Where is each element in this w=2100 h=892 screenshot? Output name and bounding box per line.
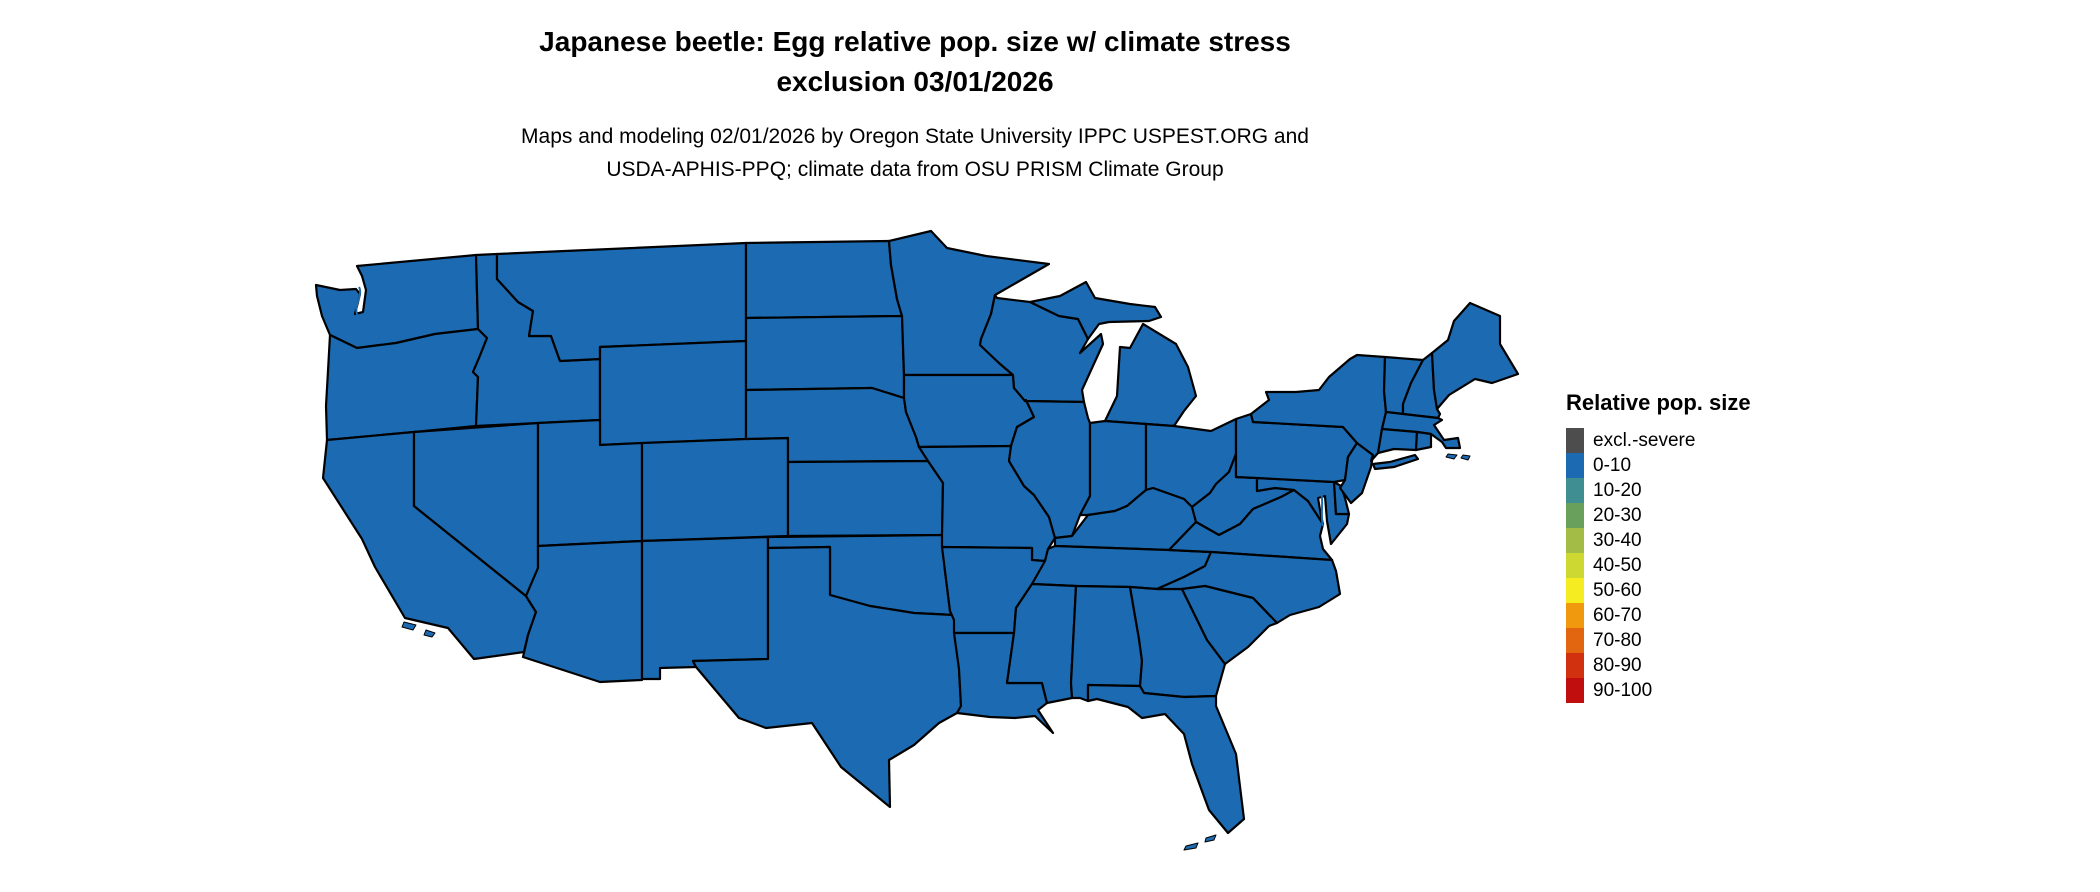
us-choropleth-map (300, 226, 1522, 888)
legend-item: 70-80 (1566, 628, 1826, 653)
state-shape-ME (1430, 301, 1520, 411)
legend-item-label: 50-60 (1593, 579, 1642, 601)
island-shape-CA-channel-island-2 (423, 629, 436, 638)
state-shape-FL (1086, 683, 1246, 835)
state-shape-ND (744, 239, 904, 320)
legend-item: 20-30 (1566, 503, 1826, 528)
legend-color-swatch (1566, 628, 1584, 653)
state-shape-RI (1414, 430, 1433, 452)
state-shape-IL (1007, 398, 1092, 540)
legend-color-swatch (1566, 478, 1584, 503)
state-shape-DE (1332, 480, 1351, 516)
state-shape-NY-LI (1371, 453, 1420, 471)
legend-item-label: 70-80 (1593, 629, 1642, 651)
legend-color-swatch (1566, 603, 1584, 628)
legend-item-label: 40-50 (1593, 554, 1642, 576)
legend-item: excl.-severe (1566, 428, 1826, 453)
legend-color-swatch (1566, 503, 1584, 528)
legend-color-swatch (1566, 428, 1584, 453)
legend-color-swatch (1566, 678, 1584, 703)
water-feature-puget-sound (355, 286, 362, 320)
island-shape-FL-keys-2 (1183, 842, 1199, 851)
map-subtitle: Maps and modeling 02/01/2026 by Oregon S… (225, 120, 1605, 186)
state-shape-KS (786, 459, 945, 538)
island-shape-FL-keys-1 (1204, 834, 1217, 843)
legend-item-label: 20-30 (1593, 504, 1642, 526)
legend-color-swatch (1566, 528, 1584, 553)
state-shape-CO (640, 436, 790, 543)
state-shape-MI (1103, 322, 1198, 428)
legend-color-swatch (1566, 553, 1584, 578)
legend-title: Relative pop. size (1566, 390, 1751, 415)
water-feature-chesapeake-hint (1320, 491, 1324, 527)
legend-item: 30-40 (1566, 528, 1826, 553)
legend-item-label: excl.-severe (1593, 429, 1696, 451)
legend-item: 50-60 (1566, 578, 1826, 603)
legend-item: 60-70 (1566, 603, 1826, 628)
state-shape-AL (1069, 584, 1144, 703)
legend-color-swatch (1566, 578, 1584, 603)
state-shape-OR (324, 327, 489, 442)
legend-color-swatch (1566, 453, 1584, 478)
state-shape-MI-UP (1028, 280, 1163, 341)
legend-color-swatch (1566, 653, 1584, 678)
legend-item-label: 10-20 (1593, 479, 1642, 501)
state-shape-SD (744, 314, 906, 400)
map-title: Japanese beetle: Egg relative pop. size … (225, 22, 1605, 102)
us-map-svg (314, 229, 1520, 851)
island-shape-MA-island-2 (1460, 454, 1471, 461)
map-title-line2: exclusion 03/01/2026 (776, 66, 1054, 97)
state-shape-SC (1180, 584, 1279, 666)
island-shape-MA-island-1 (1445, 453, 1458, 460)
legend-item-label: 90-100 (1593, 679, 1653, 701)
map-subtitle-line1: Maps and modeling 02/01/2026 by Oregon S… (521, 125, 1309, 148)
legend-item: 10-20 (1566, 478, 1826, 503)
state-shape-WY (598, 339, 748, 447)
state-shape-AZ (521, 539, 644, 684)
island-shape-CA-channel-island-1 (401, 621, 417, 631)
map-legend: Relative pop. size excl.-severe 0-10 10-20… (1566, 390, 1826, 703)
map-subtitle-line2: USDA-APHIS-PPQ; climate data from OSU PR… (606, 158, 1224, 181)
legend-item: 40-50 (1566, 553, 1826, 578)
state-shape-NM (640, 535, 770, 681)
legend-item-label: 30-40 (1593, 529, 1642, 551)
legend-item-label: 0-10 (1593, 454, 1632, 476)
legend-item: 90-100 (1566, 678, 1826, 703)
legend-item: 0-10 (1566, 453, 1826, 478)
map-title-line1: Japanese beetle: Egg relative pop. size … (539, 26, 1291, 57)
legend-item: 80-90 (1566, 653, 1826, 678)
state-shape-TX (691, 545, 963, 809)
state-shape-CT (1376, 427, 1419, 455)
legend-items: excl.-severe 0-10 10-20 20-30 30-40 40-50 50-6… (1566, 428, 1826, 703)
legend-item-label: 60-70 (1593, 604, 1642, 626)
legend-item-label: 80-90 (1593, 654, 1642, 676)
